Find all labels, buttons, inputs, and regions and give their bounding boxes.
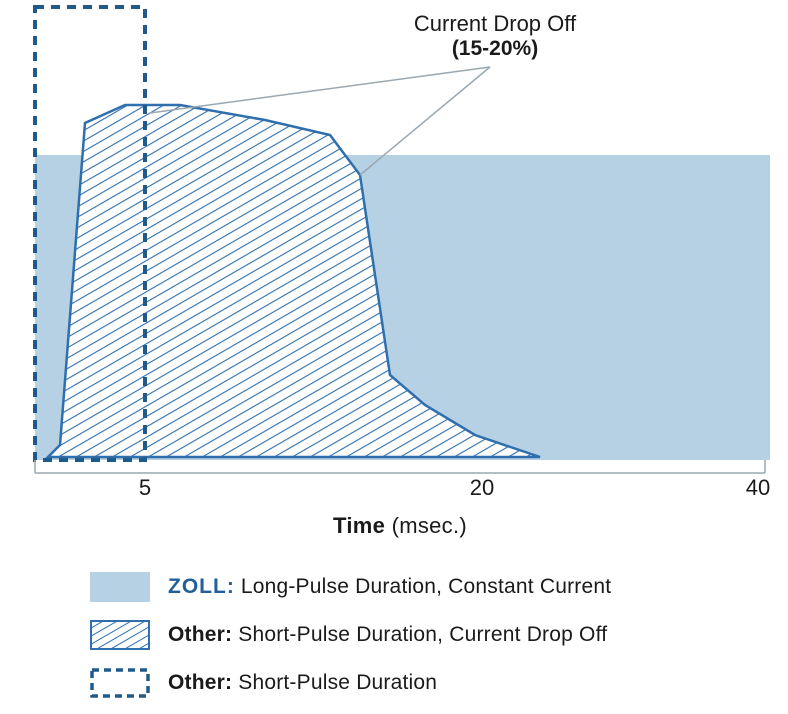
legend-text: Other: Short-Pulse Duration, Current Dro… [168,623,607,647]
chart-svg [30,5,770,475]
legend-desc: Short-Pulse Duration [232,671,437,694]
legend-item-zoll: ZOLL: Long-Pulse Duration, Constant Curr… [90,570,611,604]
x-axis-label-rest: (msec.) [385,513,467,538]
legend-item-other-hatched: Other: Short-Pulse Duration, Current Dro… [90,618,611,652]
legend-brand: Other: [168,623,232,646]
annotation-title: Current Drop Off [390,11,600,37]
x-tick-40: 40 [746,475,770,501]
legend-brand: Other: [168,671,232,694]
legend-swatch-dashed [90,668,150,698]
x-axis-label: Time (msec.) [333,513,467,539]
legend-text: ZOLL: Long-Pulse Duration, Constant Curr… [168,575,611,599]
legend: ZOLL: Long-Pulse Duration, Constant Curr… [90,570,611,714]
x-axis-label-bold: Time [333,513,385,538]
x-tick-20: 20 [470,475,494,501]
legend-swatch-solid [90,572,150,602]
x-tick-5: 5 [139,475,151,501]
legend-brand: ZOLL: [168,575,235,598]
legend-item-other-dashed: Other: Short-Pulse Duration [90,666,611,700]
legend-swatch-hatched [90,620,150,650]
chart-container: Current Drop Off (15-20%) 5 20 40 Time (… [30,5,770,505]
legend-desc: Long-Pulse Duration, Constant Current [235,575,611,598]
drop-off-annotation: Current Drop Off (15-20%) [390,11,600,61]
legend-text: Other: Short-Pulse Duration [168,671,437,695]
legend-desc: Short-Pulse Duration, Current Drop Off [232,623,607,646]
plot-area: Current Drop Off (15-20%) [30,5,770,465]
annotation-subtitle: (15-20%) [390,37,600,61]
